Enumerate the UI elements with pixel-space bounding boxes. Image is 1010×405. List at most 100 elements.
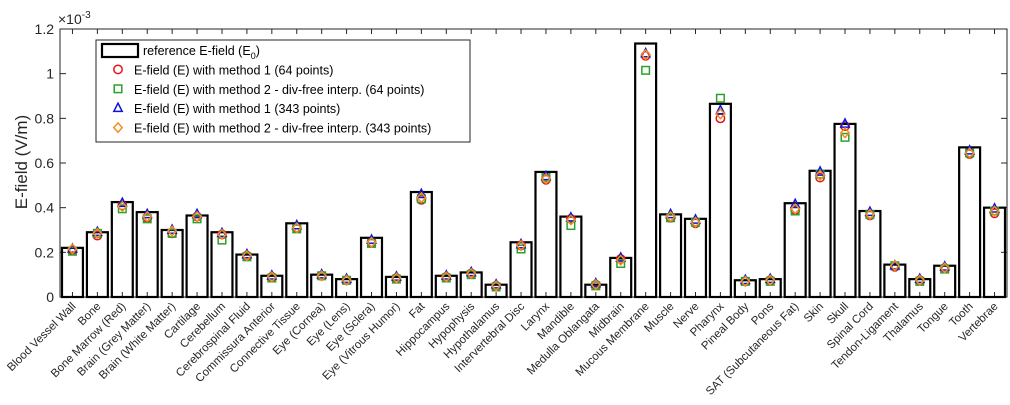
legend-swatch-circle	[113, 64, 123, 75]
bar-reference	[609, 256, 633, 299]
bar-reference	[459, 271, 483, 299]
marker-square	[117, 204, 127, 214]
y-tick-label: 0.2	[35, 244, 55, 260]
bar-reference	[310, 273, 334, 299]
marker-diamond	[291, 221, 302, 234]
bar-reference	[758, 278, 782, 299]
marker-triangle	[814, 165, 826, 176]
marker-triangle	[415, 187, 427, 199]
marker-triangle	[889, 259, 901, 270]
marker-triangle	[116, 196, 128, 208]
marker-diamond	[366, 236, 377, 249]
marker-diamond	[565, 214, 577, 226]
bar-reference	[484, 283, 508, 299]
bar-reference	[85, 231, 109, 299]
marker-diamond	[715, 108, 726, 120]
marker-diamond	[117, 200, 128, 213]
marker-square	[516, 244, 526, 254]
marker-diamond	[740, 275, 751, 288]
markers	[67, 46, 1000, 292]
legend-label: E-field (E) with method 2 - div-free int…	[134, 122, 431, 136]
y-axis-label: E-field (V/m)	[12, 115, 31, 209]
marker-diamond	[465, 267, 477, 280]
x-tick-label: Skin	[802, 301, 826, 325]
legend-swatch-triangle	[112, 101, 124, 113]
marker-triangle	[789, 197, 801, 209]
marker-square	[192, 214, 202, 224]
bar-reference	[335, 278, 359, 299]
bar-reference	[509, 241, 533, 299]
marker-diamond	[67, 243, 78, 255]
legend-label: E-field (E) with method 2 - div-free int…	[134, 83, 424, 97]
legend-label: reference E-field (E0)	[143, 44, 260, 61]
marker-diamond	[839, 127, 851, 139]
bar-reference	[434, 274, 458, 299]
marker-diamond	[690, 216, 701, 229]
marker-diamond	[939, 262, 950, 274]
y-tick-label: 0	[46, 289, 54, 305]
bar-reference	[634, 42, 658, 299]
legend-swatch-diamond	[112, 121, 124, 134]
marker-diamond	[316, 269, 327, 282]
y-exponent-base: ×10	[58, 11, 82, 27]
y-exponent-power: -3	[82, 10, 91, 21]
marker-diamond	[142, 210, 153, 223]
y-exponent: ×10-3	[58, 10, 91, 27]
marker-square	[616, 258, 626, 269]
marker-square	[142, 214, 152, 224]
marker-diamond	[92, 227, 103, 240]
marker-diamond	[241, 249, 253, 262]
y-axis: 0 0.2 0.4 0.6 0.8 1 1.2	[35, 21, 1007, 305]
marker-diamond	[615, 254, 626, 266]
bar-reference	[733, 279, 757, 299]
legend: reference E-field (E0) E-field (E) with m…	[95, 39, 471, 143]
marker-diamond	[789, 202, 801, 215]
marker-diamond	[166, 225, 178, 237]
marker-diamond	[989, 205, 1000, 217]
legend-label: E-field (E) with method 1 (343 points)	[134, 102, 340, 116]
marker-diamond	[391, 272, 402, 284]
marker-diamond	[441, 271, 452, 283]
marker-diamond	[814, 169, 826, 182]
y-tick-label: 1.2	[35, 21, 55, 37]
marker-diamond	[540, 172, 552, 185]
x-tick-label: Fat	[407, 300, 428, 321]
marker-square	[840, 132, 850, 142]
marker-triangle	[67, 242, 78, 253]
marker-diamond	[490, 280, 502, 292]
marker-diamond	[191, 210, 203, 223]
bar-reference	[708, 102, 732, 299]
marker-square	[715, 93, 725, 103]
marker-diamond	[914, 274, 925, 287]
y-tick-label: 0.4	[35, 200, 55, 216]
bar-reference	[584, 283, 608, 299]
marker-diamond	[864, 208, 876, 221]
legend-swatch-square	[113, 84, 123, 94]
marker-diamond	[416, 191, 427, 204]
marker-diamond	[266, 271, 278, 283]
marker-diamond	[889, 259, 901, 272]
bar-reference	[833, 122, 857, 299]
bar-reference	[260, 274, 284, 299]
bar-reference	[384, 275, 409, 299]
marker-square	[566, 221, 576, 231]
marker-square	[641, 65, 651, 75]
legend-swatch-bar	[100, 42, 140, 59]
bar-reference	[210, 231, 234, 299]
marker-diamond	[964, 147, 975, 159]
bar-reference	[235, 253, 259, 299]
bar-reference	[908, 278, 932, 299]
marker-diamond	[216, 228, 228, 241]
y-tick-label: 0.6	[35, 155, 55, 171]
legend-box	[95, 39, 471, 143]
marker-diamond	[665, 210, 676, 223]
y-tick-label: 0.8	[35, 110, 55, 126]
marker-triangle	[714, 103, 726, 115]
marker-diamond	[590, 278, 602, 291]
marker-diamond	[341, 274, 352, 287]
marker-diamond	[640, 48, 651, 61]
bar-reference	[883, 263, 907, 299]
marker-diamond	[765, 274, 776, 287]
bar-reference	[559, 215, 583, 299]
